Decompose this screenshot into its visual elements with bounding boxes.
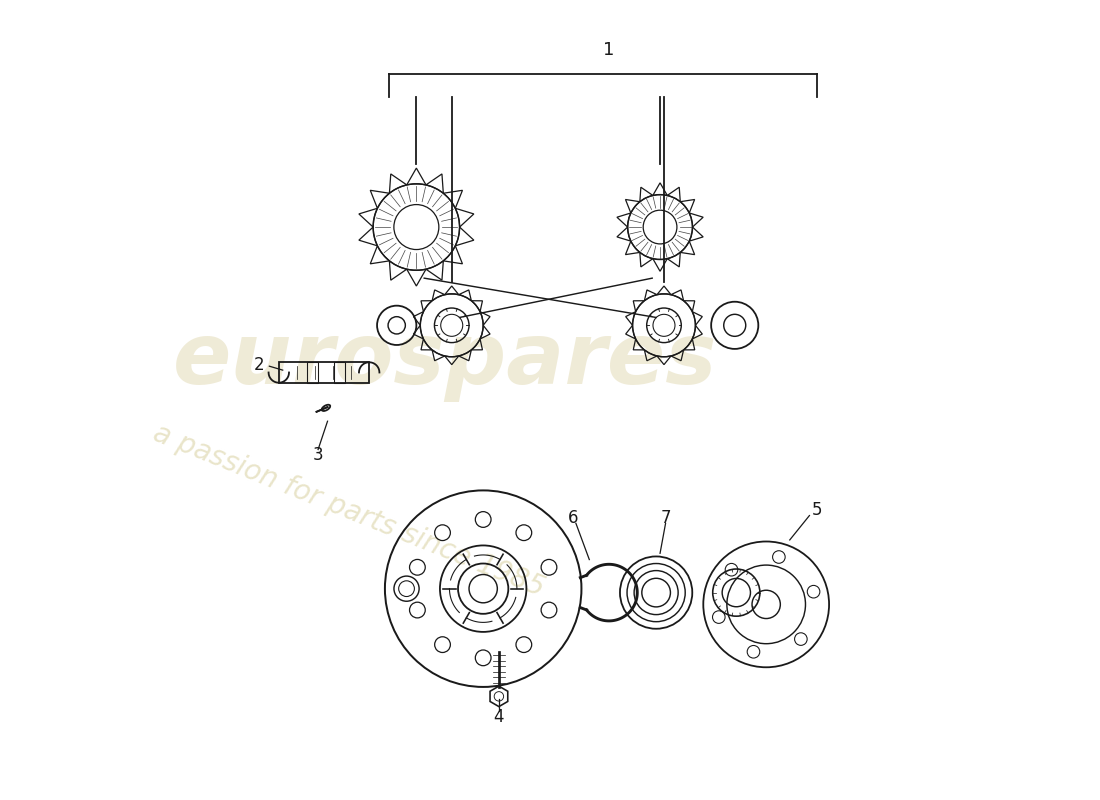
- Text: 4: 4: [494, 708, 504, 726]
- Text: 3: 3: [312, 446, 323, 464]
- Text: 2: 2: [254, 356, 264, 374]
- Text: 1: 1: [603, 41, 615, 59]
- Text: 7: 7: [660, 509, 671, 527]
- Text: a passion for parts since 1985: a passion for parts since 1985: [150, 419, 549, 602]
- Text: 6: 6: [569, 509, 579, 527]
- Text: 5: 5: [812, 501, 823, 519]
- Text: eurospares: eurospares: [173, 319, 717, 402]
